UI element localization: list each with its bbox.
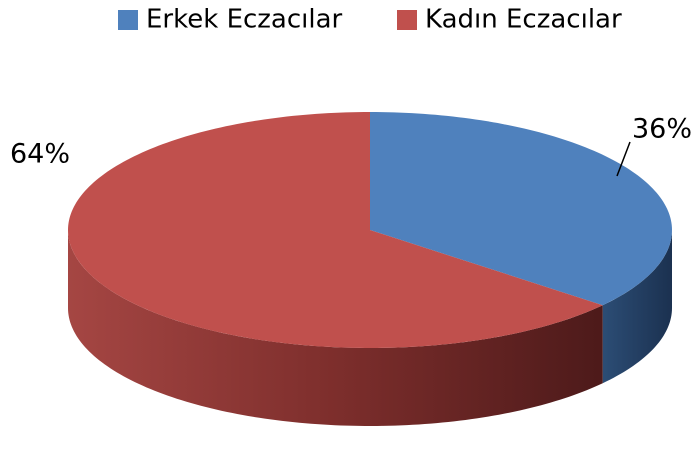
slice <box>68 112 603 348</box>
data-label: 64% <box>10 139 70 170</box>
slice <box>370 112 672 306</box>
slice-side <box>602 230 672 384</box>
slice-side <box>68 230 603 426</box>
legend-swatch <box>397 10 417 30</box>
leader-line <box>616 141 631 177</box>
legend-label: Erkek Eczacılar <box>146 5 343 35</box>
legend-swatch <box>118 10 138 30</box>
data-label: 36% <box>632 114 692 145</box>
legend-label: Kadın Eczacılar <box>425 5 622 35</box>
